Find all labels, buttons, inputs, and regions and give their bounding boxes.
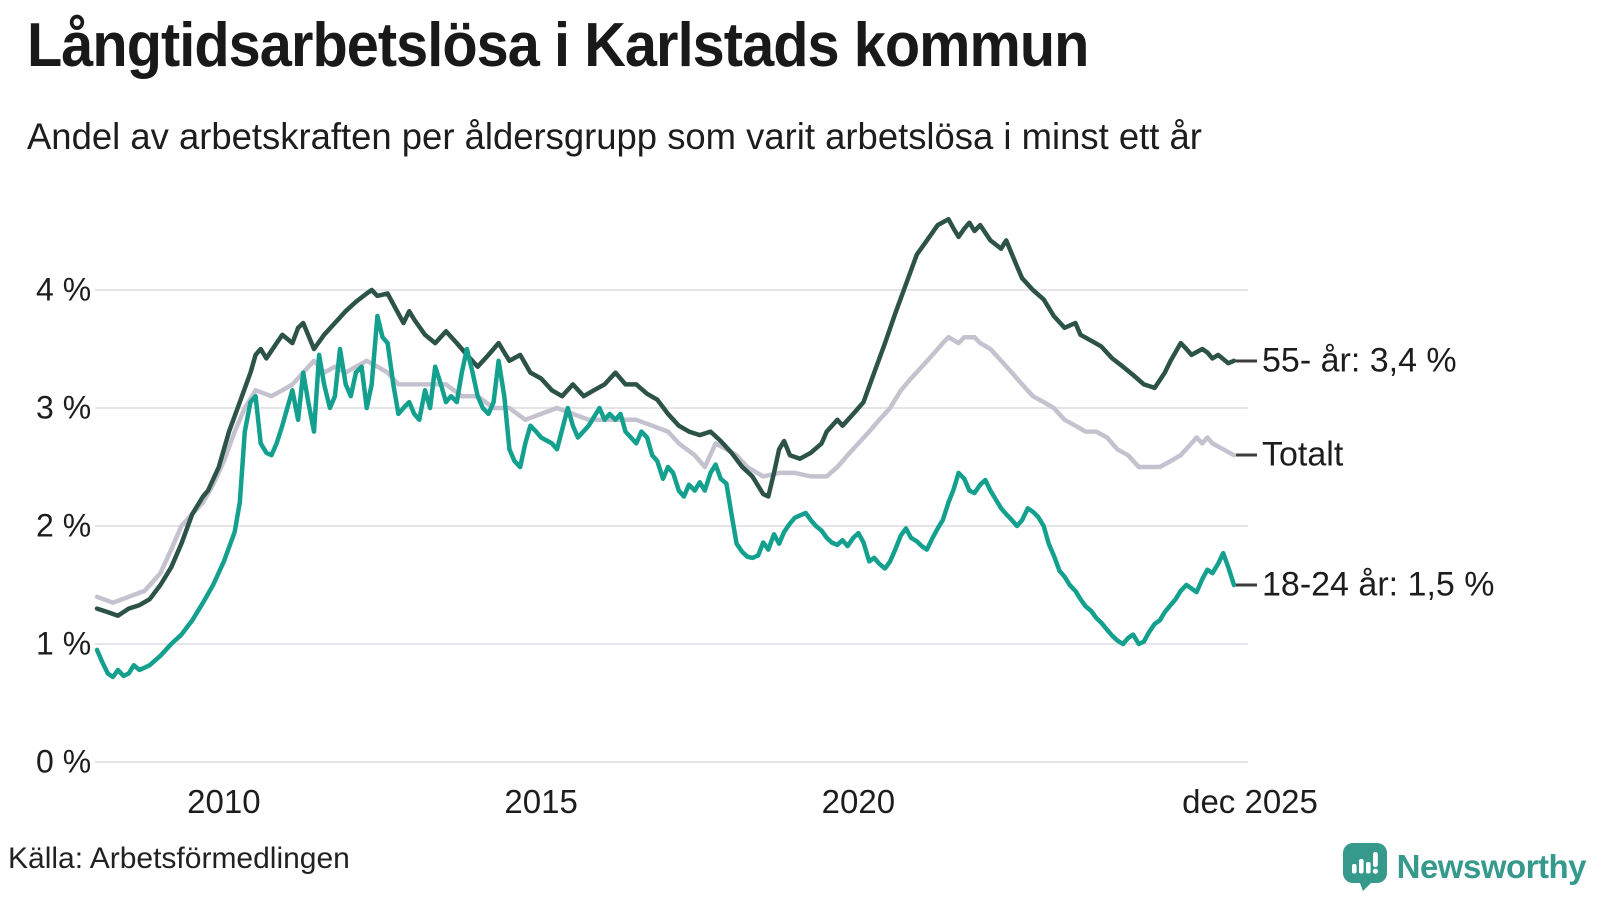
series-end-label-55-ar: 55- år: 3,4 %: [1236, 341, 1457, 380]
newsworthy-logo-text: Newsworthy: [1396, 848, 1587, 885]
x-axis-tick-label: 2020: [821, 783, 896, 820]
y-axis-tick-label: 1 %: [36, 625, 92, 662]
newsworthy-speech-bubble-chart-icon: [1342, 843, 1387, 891]
y-axis-tick-label: 4 %: [36, 271, 92, 308]
gridlines: [95, 289, 1248, 763]
y-axis-tick-label: 2 %: [36, 507, 92, 544]
x-axis-tick-label: dec 2025: [1182, 783, 1318, 820]
series-end-label-total: Totalt: [1236, 436, 1343, 475]
page-title: Långtidsarbetslösa i Karlstads kommun: [27, 11, 1089, 80]
x-axis-tick-label: 2015: [504, 783, 578, 820]
series-line-55-ar: [94, 216, 1237, 618]
end-label-text: Totalt: [1262, 435, 1344, 474]
series-line-18-24-ar: [94, 313, 1237, 680]
newsworthy-logo: Newsworthy: [1342, 843, 1587, 891]
end-label-dash: [1236, 359, 1257, 363]
end-label-dash: [1236, 453, 1257, 457]
series-end-label-18-24-ar: 18-24 år: 1,5 %: [1236, 566, 1494, 605]
source-note: Källa: Arbetsförmedlingen: [8, 842, 350, 875]
y-axis-tick-label: 0 %: [36, 743, 92, 780]
end-label-dash: [1236, 583, 1257, 587]
series-lines: [94, 216, 1237, 680]
page-subtitle: Andel av arbetskraften per åldersgrupp s…: [27, 116, 1202, 157]
x-axis-tick-label: 2010: [187, 783, 261, 820]
end-label-text: 55- år: 3,4 %: [1262, 341, 1457, 380]
end-label-text: 18-24 år: 1,5 %: [1262, 565, 1495, 604]
y-axis-tick-label: 3 %: [36, 389, 92, 426]
